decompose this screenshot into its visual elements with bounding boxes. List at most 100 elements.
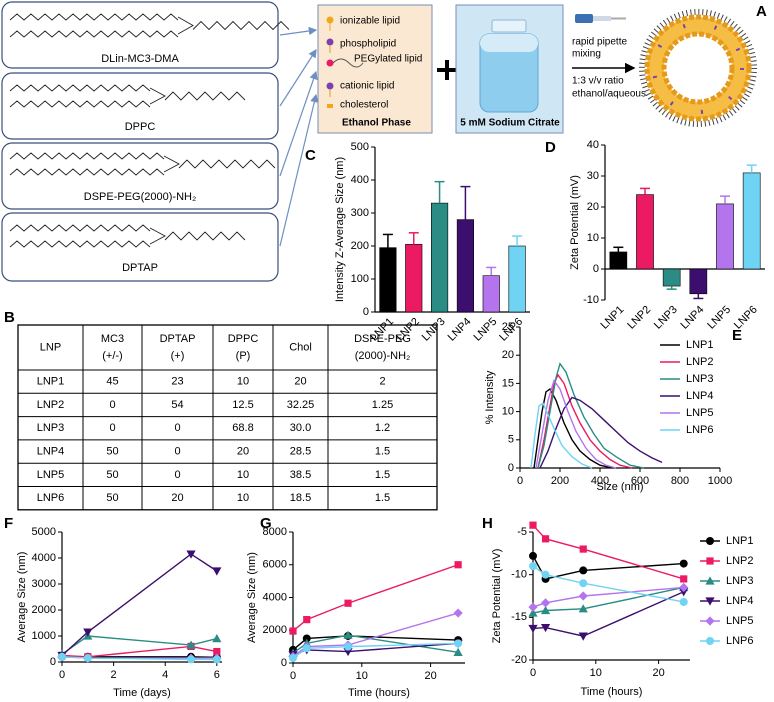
marker bbox=[679, 597, 688, 606]
y-tick-label: 0 bbox=[50, 656, 56, 668]
x-tick-label: 1000 bbox=[708, 475, 732, 487]
table-header: DPTAP bbox=[160, 333, 196, 345]
table-cell: LNP4 bbox=[37, 445, 65, 457]
y-tick-label: 0 bbox=[508, 462, 514, 474]
component: ionizable lipid bbox=[340, 16, 400, 27]
table-cell: 0 bbox=[109, 399, 115, 411]
x-tick-label: 0 bbox=[59, 669, 65, 681]
lipid-box bbox=[1, 1, 279, 69]
marker bbox=[212, 655, 221, 664]
table-cell: 0 bbox=[174, 445, 180, 457]
lipid-name: DPPC bbox=[125, 121, 156, 133]
y-tick-label: 15 bbox=[502, 377, 514, 389]
table-cell: 0 bbox=[174, 469, 180, 481]
y-tick-label: 100 bbox=[351, 273, 369, 285]
marker bbox=[578, 591, 588, 601]
table-cell: 50 bbox=[106, 445, 118, 457]
table-cell: 20 bbox=[237, 445, 249, 457]
table-cell: 54 bbox=[171, 399, 183, 411]
y-tick-label: 30 bbox=[587, 170, 599, 182]
table-cell: 50 bbox=[106, 469, 118, 481]
chain bbox=[9, 168, 165, 176]
pipette-body bbox=[575, 14, 593, 23]
series-line bbox=[292, 635, 459, 651]
error-bar bbox=[693, 293, 704, 300]
component-icons bbox=[326, 16, 364, 108]
arrow bbox=[279, 93, 319, 247]
table-cell: 20 bbox=[171, 492, 183, 504]
series-line bbox=[61, 635, 218, 655]
table-cell: 1.25 bbox=[372, 399, 393, 411]
series-line bbox=[61, 645, 217, 658]
chain bbox=[9, 152, 165, 160]
chain bbox=[9, 30, 179, 38]
marker bbox=[289, 627, 297, 635]
series-line bbox=[537, 373, 633, 469]
x-tick-label: 6 bbox=[214, 669, 220, 681]
table-cell: 32.25 bbox=[287, 399, 315, 411]
y-tick-label: -10 bbox=[511, 569, 527, 581]
table-cell: LNP5 bbox=[37, 469, 65, 481]
y-tick-label: 0 bbox=[281, 657, 287, 669]
chain bbox=[9, 13, 179, 21]
legend-label: LNP2 bbox=[726, 555, 754, 567]
marker bbox=[706, 637, 714, 645]
panel-letter: A bbox=[756, 3, 767, 20]
marker bbox=[302, 634, 311, 643]
marker bbox=[705, 616, 715, 626]
table-cell: 28.5 bbox=[290, 445, 311, 457]
tails bbox=[639, 9, 757, 127]
error-bar bbox=[720, 195, 730, 204]
marker bbox=[344, 642, 353, 651]
ratio-label: 1:3 v/v ratio bbox=[572, 76, 624, 87]
ethanol-box bbox=[317, 4, 433, 134]
error-bar bbox=[613, 246, 624, 252]
icon bbox=[326, 38, 334, 46]
bar bbox=[508, 245, 526, 313]
y-tick-label: 400 bbox=[351, 174, 369, 186]
chain bbox=[9, 224, 151, 232]
lipid-box bbox=[1, 142, 279, 210]
table-cell: 2 bbox=[379, 376, 385, 388]
marker bbox=[453, 647, 463, 656]
table-cell: 18.5 bbox=[290, 492, 311, 504]
panel-letter: E bbox=[732, 327, 742, 344]
y-tick-label: 0 bbox=[593, 263, 599, 275]
series-line bbox=[532, 591, 685, 637]
lipid-structures bbox=[1, 1, 290, 282]
panel-letter: F bbox=[4, 515, 13, 532]
inner-layer bbox=[661, 31, 735, 105]
y-tick-label: 2000 bbox=[263, 624, 287, 636]
lipid-name: DLin-MC3-DMA bbox=[101, 53, 179, 65]
legend-label: LNP6 bbox=[726, 635, 754, 647]
table-header: (P) bbox=[236, 350, 251, 362]
bar bbox=[431, 202, 449, 313]
chain bbox=[9, 84, 151, 92]
table-header: Chol bbox=[289, 341, 312, 353]
table-cell: 20 bbox=[294, 376, 306, 388]
y-tick-label: 6000 bbox=[263, 559, 287, 571]
legend-label: LNP2 bbox=[686, 356, 714, 368]
table-cell: 10 bbox=[237, 492, 249, 504]
marker bbox=[541, 570, 550, 579]
ratio-label: ethanol/aqueous bbox=[572, 89, 646, 100]
marker bbox=[579, 566, 588, 575]
y-tick-label: 200 bbox=[351, 240, 369, 252]
marker bbox=[186, 640, 196, 649]
y-tick-label: 10 bbox=[502, 406, 514, 418]
series-line bbox=[530, 402, 593, 469]
y-tick-label: 3000 bbox=[32, 578, 56, 590]
series-line bbox=[532, 586, 684, 614]
marker bbox=[541, 535, 550, 543]
error-bar bbox=[666, 286, 677, 290]
panel-letter: B bbox=[4, 309, 15, 326]
marker bbox=[579, 545, 587, 553]
x-tick-label: 2 bbox=[111, 669, 117, 681]
plus-sign bbox=[437, 60, 457, 80]
series-line bbox=[292, 634, 459, 654]
marker bbox=[706, 537, 714, 545]
marker bbox=[213, 648, 221, 656]
y-tick-label: -10 bbox=[583, 294, 599, 306]
table-cell: 10 bbox=[237, 469, 249, 481]
